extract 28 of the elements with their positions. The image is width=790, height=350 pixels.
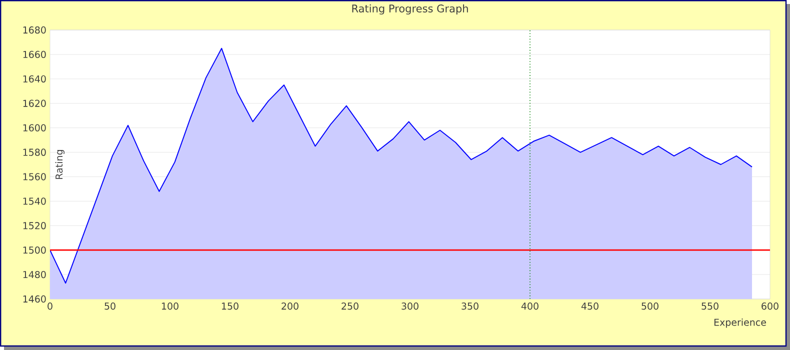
y-tick-label: 1540 [23, 198, 46, 205]
y-tick-label: 1520 [23, 222, 46, 230]
y-tick-label: 1620 [23, 100, 46, 107]
x-tick-label: 450 [581, 302, 598, 310]
x-axis-title: Experience [714, 318, 766, 328]
chart-title: Rating Progress Graph [352, 4, 468, 14]
x-tick-label: 400 [521, 302, 538, 310]
x-tick-label: 100 [162, 302, 178, 310]
x-tick-label: 0 [48, 302, 52, 310]
y-tick-label: 1600 [23, 124, 46, 132]
x-tick-label: 50 [104, 302, 116, 310]
x-tick-label: 250 [342, 302, 358, 310]
x-tick-label: 200 [282, 302, 298, 310]
y-tick-label: 1480 [23, 270, 46, 278]
x-tick-label: 300 [402, 302, 418, 310]
y-tick-label: 1680 [23, 26, 46, 34]
x-tick-label: 350 [462, 302, 478, 310]
x-tick-label: 500 [642, 302, 658, 310]
y-tick-label: 1580 [23, 148, 46, 156]
y-tick-label: 1660 [23, 50, 46, 58]
x-tick-label: 150 [222, 302, 238, 310]
y-axis-title: Rating [55, 150, 64, 179]
y-tick-label: 1640 [23, 75, 46, 83]
x-tick-label: 600 [762, 302, 778, 310]
x-tick-label: 550 [702, 302, 718, 310]
y-tick-label: 1500 [23, 246, 46, 254]
y-tick-label: 1460 [23, 295, 46, 303]
y-tick-label: 1560 [23, 173, 46, 180]
